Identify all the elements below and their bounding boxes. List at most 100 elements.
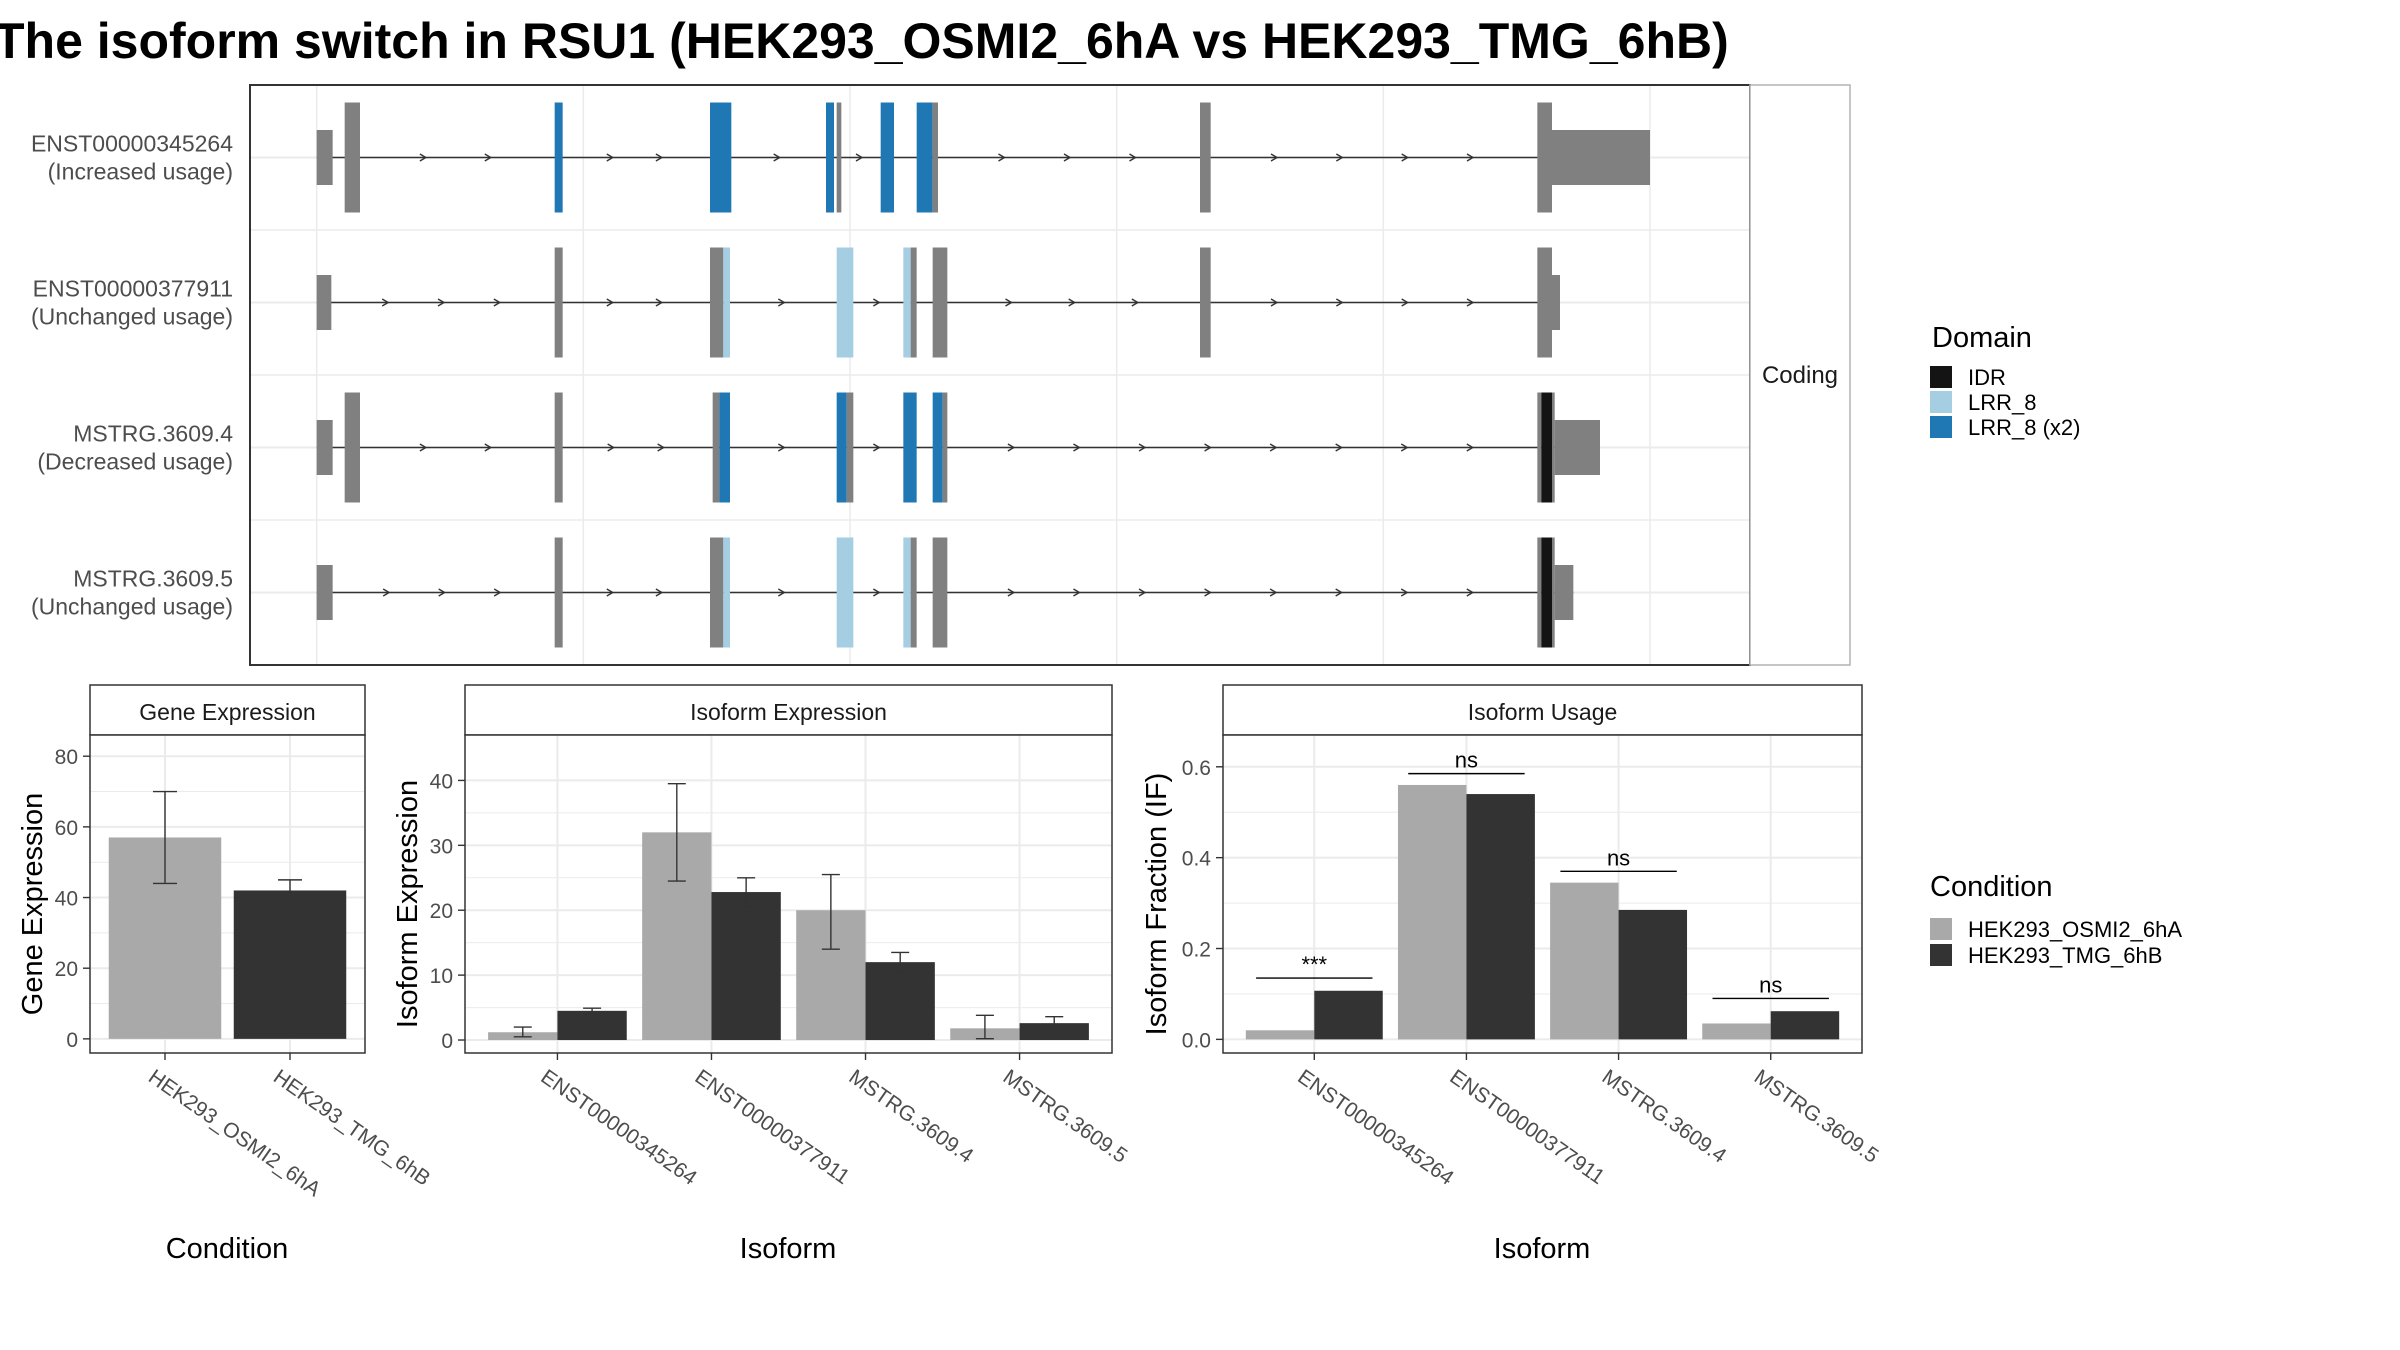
panel-border [89,734,366,1054]
intron-arrow [437,298,446,307]
bar-condition-a [1702,1023,1771,1040]
exon-segment [316,130,333,185]
intron-arrow [1068,298,1077,307]
x-axis-title: Isoform [740,1233,837,1265]
x-tick-label: ENST00000345264 [537,1065,702,1190]
exon-segment [836,392,847,503]
intron-arrow [484,443,493,452]
intron-arrow [1400,588,1409,597]
exon-segment [723,247,730,358]
intron-arrow [655,588,664,597]
intron-arrow [1335,588,1344,597]
exon-segment [836,102,842,213]
condition-legend-key [1930,944,1952,966]
exon-segment [910,537,917,648]
strip-box [89,684,366,736]
transcript-usage-label: (Increased usage) [48,159,233,185]
exon-segment [1554,420,1600,475]
intron-arrow [484,153,493,162]
panel-background [465,735,1112,1053]
intron-arrow [381,298,390,307]
bar-condition-a [1550,882,1619,1040]
panel-border [464,734,1113,1054]
transcript-usage-label: (Unchanged usage) [31,594,233,620]
exon-segment [719,392,730,503]
intron-arrow [1269,443,1278,452]
exon-segment [836,537,854,648]
exon-segment [316,420,333,475]
transcript-id-label: MSTRG.3609.4 [73,421,233,447]
exon-segment [1552,392,1555,503]
intron-arrow [872,588,881,597]
intron-arrow [1270,153,1279,162]
exon-segment [1200,102,1211,213]
exon-segment [712,392,720,503]
intron-arrow [1063,153,1072,162]
condition-legend-key [1930,918,1952,940]
domain-legend-label: LRR_8 [1968,390,2036,415]
intron-arrow [1204,588,1212,597]
intron-arrow [777,443,786,452]
exon-segment [916,102,933,213]
exon-segment [880,102,894,213]
intron-arrow [655,298,664,307]
intron-arrow [777,298,786,307]
domain-legend-label: IDR [1968,365,2006,390]
y-tick-label: 0.4 [1182,848,1212,871]
significance-label: *** [1301,952,1327,977]
gene-expression-chart: Gene Expression020406080HEK293_OSMI2_6hA… [17,684,434,1265]
intron-arrow [1466,588,1475,597]
bar-condition-b [711,892,781,1041]
exon-segment [1541,392,1552,503]
intron-arrow [607,443,616,452]
condition-legend-label: HEK293_OSMI2_6hA [1968,917,2182,942]
intron-arrow [1270,298,1279,307]
y-tick-label: 20 [430,900,453,923]
exon-segment [932,537,948,648]
y-tick-label: 30 [430,835,453,858]
intron-arrow [1466,298,1475,307]
intron-arrow [855,153,864,162]
transcript-id-label: MSTRG.3609.5 [73,566,233,592]
bar [233,890,347,1039]
intron-arrow [606,298,615,307]
condition-legend-title: Condition [1930,871,2053,903]
exon-segment [554,247,563,358]
intron-arrow [419,153,428,162]
exon-segment [1541,537,1552,648]
transcript-usage-label: (Unchanged usage) [31,304,233,330]
x-tick-label: MSTRG.3609.4 [845,1065,978,1168]
strip-box [464,684,1113,736]
exon-segment [710,247,724,358]
bar-condition-b [1019,1023,1089,1041]
exon-segment [932,247,948,358]
y-tick-label: 80 [55,746,78,769]
intron-arrow [1204,443,1212,452]
y-tick-label: 0.0 [1182,1029,1211,1052]
domain-legend-key [1930,416,1952,438]
intron-arrow [998,153,1006,162]
intron-arrow [382,588,391,597]
intron-arrow [777,588,786,597]
y-tick-label: 0 [441,1030,453,1053]
exon-segment [1537,102,1552,213]
exon-segment [932,102,938,213]
intron-arrow [1269,588,1278,597]
y-tick-label: 20 [55,958,78,981]
intron-arrow [1131,298,1140,307]
x-tick-label: ENST00000377911 [691,1065,854,1189]
exon-segment [826,102,834,213]
domain-legend-key [1930,391,1952,413]
intron-arrow [1005,298,1013,307]
domain-legend-label: LRR_8 (x2) [1968,415,2080,440]
y-tick-label: 40 [430,770,453,793]
intron-arrow [1007,588,1016,597]
intron-arrow [1335,153,1344,162]
y-tick-label: 0 [66,1029,78,1052]
y-tick-label: 60 [55,817,78,840]
intron-arrow [1466,443,1475,452]
intron-arrow [1401,153,1410,162]
intron-arrow [872,298,881,307]
exon-segment [1554,565,1574,620]
exon-segment [554,537,563,648]
